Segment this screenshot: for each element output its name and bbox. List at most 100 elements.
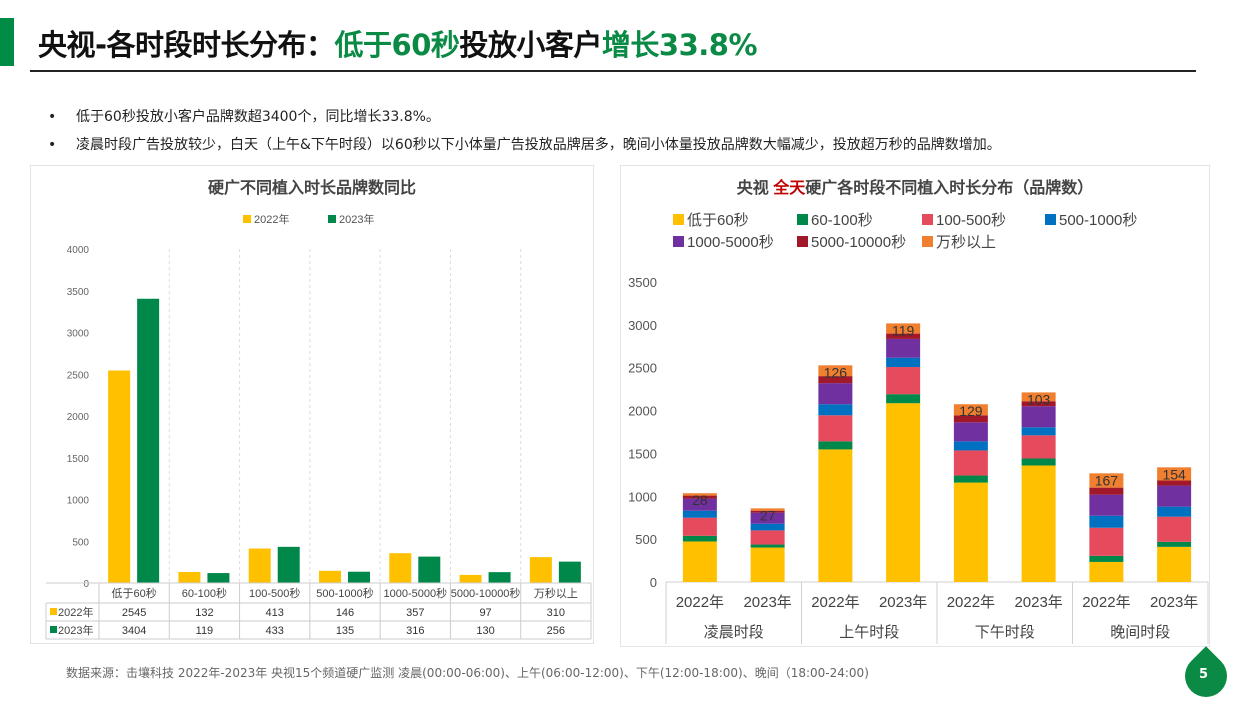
stacked-bar-segment bbox=[953, 415, 988, 423]
stacked-bar-segment bbox=[1021, 458, 1056, 466]
y-tick-label: 0 bbox=[650, 575, 657, 590]
data-table-value: 146 bbox=[336, 607, 354, 619]
legend-label: 低于60秒 bbox=[687, 212, 749, 229]
bar bbox=[558, 561, 581, 583]
stacked-bar-segment bbox=[682, 535, 717, 542]
data-table-value: 3404 bbox=[122, 625, 146, 637]
x-group-label: 上午时段 bbox=[839, 624, 899, 641]
legend-swatch bbox=[243, 215, 251, 223]
stacked-bar-segment bbox=[1157, 541, 1192, 547]
stacked-bar-segment bbox=[886, 357, 921, 368]
chart-title-part: 央视 bbox=[737, 178, 769, 197]
stacked-bar-segment bbox=[886, 338, 921, 358]
legend-swatch bbox=[922, 236, 933, 247]
legend-swatch bbox=[50, 626, 57, 633]
stacked-bar-segment bbox=[682, 541, 717, 582]
data-table-value: 119 bbox=[196, 625, 214, 637]
data-label: 129 bbox=[959, 403, 983, 419]
chart-title-part: 全天 bbox=[769, 178, 806, 197]
legend-swatch bbox=[673, 236, 684, 247]
stacked-bar-segment bbox=[953, 475, 988, 483]
stacked-bar-segment bbox=[1089, 555, 1124, 562]
brand-count-yoy-chart: 硬广不同植入时长品牌数同比 2022年 2023年 0 500 1000 1500 2000 2… bbox=[45, 178, 592, 640]
stacked-bar-segment bbox=[886, 394, 921, 404]
y-tick-label: 0 bbox=[83, 579, 89, 590]
stacked-bar-segment bbox=[682, 517, 717, 536]
data-table-value: 130 bbox=[476, 625, 494, 637]
x-group-label: 凌晨时段 bbox=[704, 624, 764, 641]
bullet-list: 低于60秒投放小客户品牌数超3400个，同比增长33.8%。 凌晨时段广告投放较… bbox=[48, 103, 1001, 159]
stacked-bar-segment bbox=[1021, 406, 1056, 428]
stacked-bar-segment bbox=[1157, 480, 1192, 486]
stacked-bar-segment bbox=[750, 508, 785, 511]
title-part: 投放小客户 bbox=[459, 28, 602, 62]
y-tick-label: 500 bbox=[635, 532, 657, 547]
category-label: 100-500秒 bbox=[249, 586, 300, 600]
y-tick-label: 500 bbox=[72, 537, 89, 548]
y-tick-label: 1500 bbox=[67, 454, 90, 465]
stacked-bar-segment bbox=[818, 404, 853, 416]
stacked-bar-segment bbox=[953, 450, 988, 476]
stacked-bar-segment bbox=[886, 367, 921, 395]
left-chart-panel: 硬广不同植入时长品牌数同比 2022年 2023年 0 500 1000 1500 2000 2… bbox=[30, 165, 594, 644]
chart-title: 央视 全天硬广各时段不同植入时长分布（品牌数） bbox=[737, 178, 1093, 197]
page-number: 5 bbox=[1199, 667, 1209, 682]
stacked-bar-segment bbox=[1157, 467, 1192, 481]
category-label: 500-1000秒 bbox=[316, 586, 374, 600]
x-category-label: 2022年 bbox=[676, 594, 724, 611]
y-tick-label: 3500 bbox=[628, 275, 657, 290]
bar bbox=[319, 570, 341, 583]
y-tick-label: 2500 bbox=[628, 361, 657, 376]
stacked-bar-segment bbox=[1157, 485, 1192, 507]
stacked-bar-segment bbox=[750, 547, 785, 582]
category-label: 低于60秒 bbox=[112, 586, 157, 600]
x-category-label: 2022年 bbox=[811, 594, 859, 611]
legend-swatch bbox=[328, 215, 336, 223]
data-table-value: 2545 bbox=[122, 607, 146, 619]
y-tick-label: 1000 bbox=[67, 496, 90, 507]
data-table-value: 256 bbox=[547, 625, 565, 637]
legend-label: 2022年 bbox=[254, 212, 289, 226]
stacked-bar-segment bbox=[818, 449, 853, 582]
data-source-note: 数据来源：击壤科技 2022年-2023年 央视15个频道硬广监测 凌晨(00:… bbox=[66, 666, 869, 680]
bullet-item: 低于60秒投放小客户品牌数超3400个，同比增长33.8%。 bbox=[48, 103, 1001, 131]
stacked-bar-segment bbox=[1089, 473, 1124, 488]
title-part: 央视-各时段时长分布： bbox=[38, 28, 335, 62]
legend-label: 500-1000秒 bbox=[1059, 212, 1137, 229]
series-row-label: 2022年 bbox=[58, 605, 93, 619]
series-row-label: 2023年 bbox=[58, 623, 93, 637]
bar bbox=[137, 298, 160, 583]
stacked-bar-segment bbox=[1021, 401, 1056, 407]
stacked-bar-segment bbox=[818, 376, 853, 384]
stacked-bar-segment bbox=[750, 512, 785, 524]
y-tick-label: 3000 bbox=[628, 318, 657, 333]
right-chart-panel: 央视 全天硬广各时段不同植入时长分布（品牌数） 低于60秒 60-100秒 100-5… bbox=[620, 165, 1210, 647]
data-table-value: 97 bbox=[479, 607, 491, 619]
stacked-bar-segment bbox=[818, 441, 853, 450]
x-category-label: 2022年 bbox=[947, 594, 995, 611]
bar bbox=[108, 370, 131, 583]
x-category-label: 2023年 bbox=[1014, 594, 1062, 611]
legend-swatch bbox=[922, 214, 933, 225]
stacked-bar-segment bbox=[750, 544, 785, 548]
x-group-label: 晚间时段 bbox=[1110, 624, 1170, 641]
legend-swatch bbox=[673, 214, 684, 225]
data-label: 167 bbox=[1095, 472, 1119, 488]
data-table-value: 132 bbox=[195, 607, 213, 619]
stacked-bar-segment bbox=[818, 415, 853, 442]
x-category-label: 2023年 bbox=[743, 594, 791, 611]
daypart-stacked-chart: 央视 全天硬广各时段不同植入时长分布（品牌数） 低于60秒 60-100秒 100-5… bbox=[628, 178, 1209, 644]
stacked-bar-segment bbox=[953, 404, 988, 416]
stacked-bar-segment bbox=[1089, 515, 1124, 528]
legend-swatch bbox=[797, 214, 808, 225]
stacked-bar-segment bbox=[1089, 494, 1124, 516]
stacked-bar-segment bbox=[953, 482, 988, 582]
stacked-bar-segment bbox=[682, 498, 717, 511]
title-divider bbox=[30, 70, 1196, 72]
y-tick-label: 3000 bbox=[67, 329, 90, 340]
data-label: 27 bbox=[760, 507, 776, 523]
stacked-bar-segment bbox=[1157, 516, 1192, 542]
y-tick-label: 2000 bbox=[628, 404, 657, 419]
legend-label: 60-100秒 bbox=[811, 212, 873, 229]
bar bbox=[178, 571, 201, 583]
